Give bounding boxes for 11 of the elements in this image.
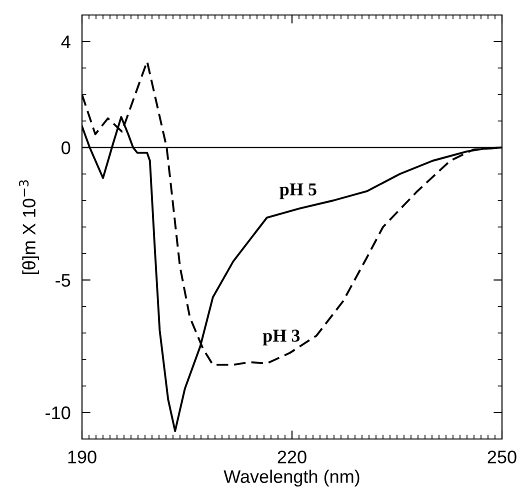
x-axis-title: Wavelength (nm) [224, 470, 360, 487]
y-tick-label: 4 [61, 36, 70, 48]
series-label: pH 3 [262, 330, 300, 346]
y-tick-label: -10 [46, 406, 70, 420]
x-tick-label: 190 [68, 450, 96, 464]
x-tick-label: 220 [278, 450, 306, 464]
series-label: pH 5 [280, 183, 316, 200]
y-tick-label: -5 [56, 274, 70, 287]
y-tick-label: 0 [62, 141, 70, 154]
x-tick-label: 250 [488, 450, 516, 464]
y-axis-title: [θ]m X 10$^{−3}$ [19, 180, 40, 274]
